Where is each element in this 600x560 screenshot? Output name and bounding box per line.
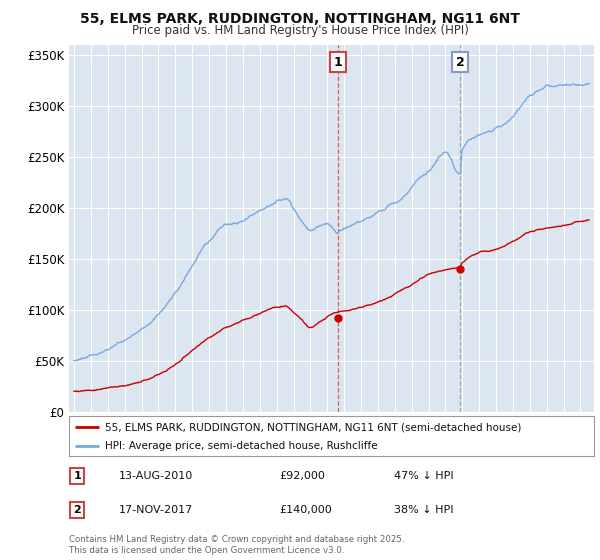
Text: Price paid vs. HM Land Registry's House Price Index (HPI): Price paid vs. HM Land Registry's House … [131, 24, 469, 37]
Text: 17-NOV-2017: 17-NOV-2017 [119, 505, 193, 515]
Text: 47% ↓ HPI: 47% ↓ HPI [395, 472, 454, 482]
Text: Contains HM Land Registry data © Crown copyright and database right 2025.
This d: Contains HM Land Registry data © Crown c… [69, 535, 404, 555]
Text: 55, ELMS PARK, RUDDINGTON, NOTTINGHAM, NG11 6NT (semi-detached house): 55, ELMS PARK, RUDDINGTON, NOTTINGHAM, N… [105, 422, 521, 432]
Text: 1: 1 [73, 472, 81, 482]
Text: 55, ELMS PARK, RUDDINGTON, NOTTINGHAM, NG11 6NT: 55, ELMS PARK, RUDDINGTON, NOTTINGHAM, N… [80, 12, 520, 26]
Text: 2: 2 [456, 55, 464, 69]
Text: 38% ↓ HPI: 38% ↓ HPI [395, 505, 454, 515]
Text: £92,000: £92,000 [279, 472, 325, 482]
Text: 2: 2 [73, 505, 81, 515]
Text: HPI: Average price, semi-detached house, Rushcliffe: HPI: Average price, semi-detached house,… [105, 441, 377, 451]
Text: 13-AUG-2010: 13-AUG-2010 [119, 472, 193, 482]
Text: £140,000: £140,000 [279, 505, 332, 515]
Text: 1: 1 [334, 55, 342, 69]
